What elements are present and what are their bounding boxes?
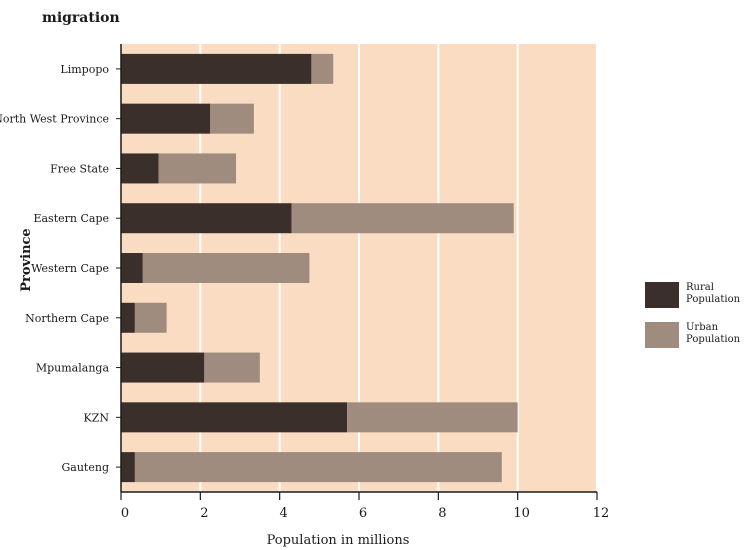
bar-free-state-rural xyxy=(121,153,159,184)
x-tick-label-10: 10 xyxy=(513,506,530,521)
x-tick-label-4: 4 xyxy=(280,506,288,521)
y-tick-label: Free State xyxy=(50,162,109,175)
legend-swatch-rural xyxy=(645,282,679,308)
chart-title: migration xyxy=(42,10,120,26)
bar-eastern-cape-rural xyxy=(121,203,292,234)
bar-mpumalanga-rural xyxy=(121,352,205,383)
x-tick-label-0: 0 xyxy=(121,506,129,521)
bar-western-cape-rural xyxy=(121,253,143,283)
x-tick-label-2: 2 xyxy=(200,506,208,521)
bar-eastern-cape-urban xyxy=(291,203,514,234)
legend-item-rural: Rural Population xyxy=(645,282,745,308)
x-tick-label-6: 6 xyxy=(359,506,367,521)
bar-free-state-urban xyxy=(158,153,237,184)
y-tick-label: Northern Cape xyxy=(25,312,109,325)
bar-northern-cape-urban xyxy=(134,302,167,333)
x-axis-label: Population in millions xyxy=(267,533,410,548)
x-tick-label-12: 12 xyxy=(593,506,610,521)
x-tick-label-8: 8 xyxy=(438,506,446,521)
y-tick-label: Limpopo xyxy=(60,63,109,76)
legend-swatch-urban xyxy=(645,322,679,348)
legend-label-urban: Urban Population xyxy=(686,322,741,345)
y-tick-label: North West Province xyxy=(0,113,109,126)
legend-item-urban: Urban Population xyxy=(645,322,745,348)
legend-label-rural: Rural Population xyxy=(686,282,741,305)
bars xyxy=(121,53,518,483)
y-tick-label: Mpumalanga xyxy=(36,362,110,375)
bar-north-west-province-rural xyxy=(121,103,211,134)
bar-gauteng-rural xyxy=(121,452,135,483)
legend: Rural Population Urban Population xyxy=(645,282,745,362)
bar-limpopo-urban xyxy=(311,53,334,84)
bar-mpumalanga-urban xyxy=(204,352,260,383)
bar-limpopo-rural xyxy=(121,53,312,84)
bar-gauteng-urban xyxy=(134,452,502,483)
y-tick-label: Western Cape xyxy=(31,262,109,275)
y-tick-label: Gauteng xyxy=(62,461,110,474)
bar-north-west-province-urban xyxy=(210,103,254,134)
x-tick-labels: 0 2 4 6 8 10 12 xyxy=(120,492,610,521)
bar-kzn-rural xyxy=(121,402,348,433)
y-tick-labels: Limpopo North West Province Free State East… xyxy=(0,63,121,474)
y-tick-label: Eastern Cape xyxy=(33,212,109,225)
y-axis-label: Province xyxy=(19,228,34,291)
bar-kzn-urban xyxy=(347,402,518,433)
y-tick-label: KZN xyxy=(84,411,110,424)
bar-western-cape-urban xyxy=(142,253,310,283)
bar-northern-cape-rural xyxy=(121,302,135,333)
